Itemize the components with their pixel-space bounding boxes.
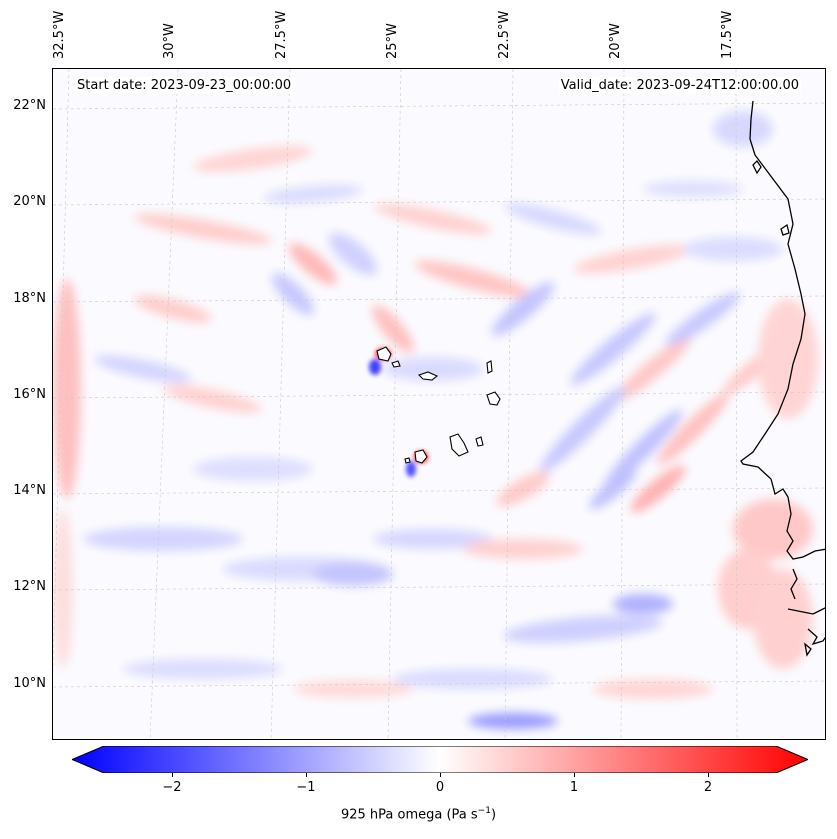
lon-label-25w: 25°W — [385, 23, 400, 59]
colorbar-tickmark — [708, 773, 709, 777]
lat-label-14n: 14°N — [13, 483, 46, 498]
sao-nicolau — [417, 371, 439, 381]
lon-label-32-5w: 32.5°W — [52, 10, 67, 59]
lat-label-18n: 18°N — [13, 291, 46, 306]
colorbar-tick-neg1: −1 — [296, 780, 316, 795]
colorbar-tickmark — [172, 773, 173, 777]
lat-label-16n: 16°N — [13, 387, 46, 402]
lat-label-22n: 22°N — [13, 98, 46, 113]
colorbar-bar — [72, 746, 808, 773]
omega-anomaly-patches — [53, 111, 818, 729]
colorbar-tick-1: 1 — [569, 780, 579, 795]
lon-label-22-5w: 22.5°W — [497, 10, 512, 59]
colorbar-tick-neg2: −2 — [162, 780, 182, 795]
lon-label-17-5w: 17.5°W — [720, 10, 735, 59]
cape-verde-islands — [376, 346, 501, 464]
colorbar-tickmark — [306, 773, 307, 777]
colorbar-tick-0: 0 — [435, 780, 445, 795]
santo-antao — [376, 346, 392, 362]
graticule — [53, 69, 825, 739]
maio — [475, 436, 484, 447]
colorbar-label-end: ) — [490, 807, 497, 823]
start-date-label: Start date: 2023-09-23_00:00:00 — [75, 77, 294, 94]
colorbar-label: 925 hPa omega (Pa s−1) — [0, 806, 837, 822]
lon-label-30w: 30°W — [162, 23, 177, 59]
lon-label-27-5w: 27.5°W — [274, 10, 289, 59]
fogo — [414, 449, 428, 464]
background-field — [53, 69, 825, 739]
lat-label-12n: 12°N — [13, 579, 46, 594]
lat-label-20n: 20°N — [13, 194, 46, 209]
sao-vicente — [391, 360, 401, 368]
colorbar-tick-2: 2 — [703, 780, 713, 795]
santiago — [449, 433, 469, 457]
coastlines — [740, 100, 825, 657]
omega-field-svg — [53, 69, 825, 739]
colorbar-label-main: 925 hPa omega (Pa s — [340, 807, 478, 823]
colorbar — [72, 746, 808, 773]
lat-label-10n: 10°N — [13, 676, 46, 691]
lon-label-20w: 20°W — [608, 23, 623, 59]
colorbar-tickmark — [574, 773, 575, 777]
omega-map: Start date: 2023-09-23_00:00:00 Valid_da… — [52, 68, 826, 740]
africa-coastline — [740, 100, 825, 560]
colorbar-tickmark — [440, 773, 441, 777]
brava — [404, 457, 411, 464]
sal — [486, 360, 493, 374]
colorbar-label-exponent: −1 — [477, 806, 491, 816]
valid-date-label: Valid_date: 2023-09-24T12:00:00.00 — [558, 77, 801, 94]
boa-vista — [486, 391, 501, 406]
